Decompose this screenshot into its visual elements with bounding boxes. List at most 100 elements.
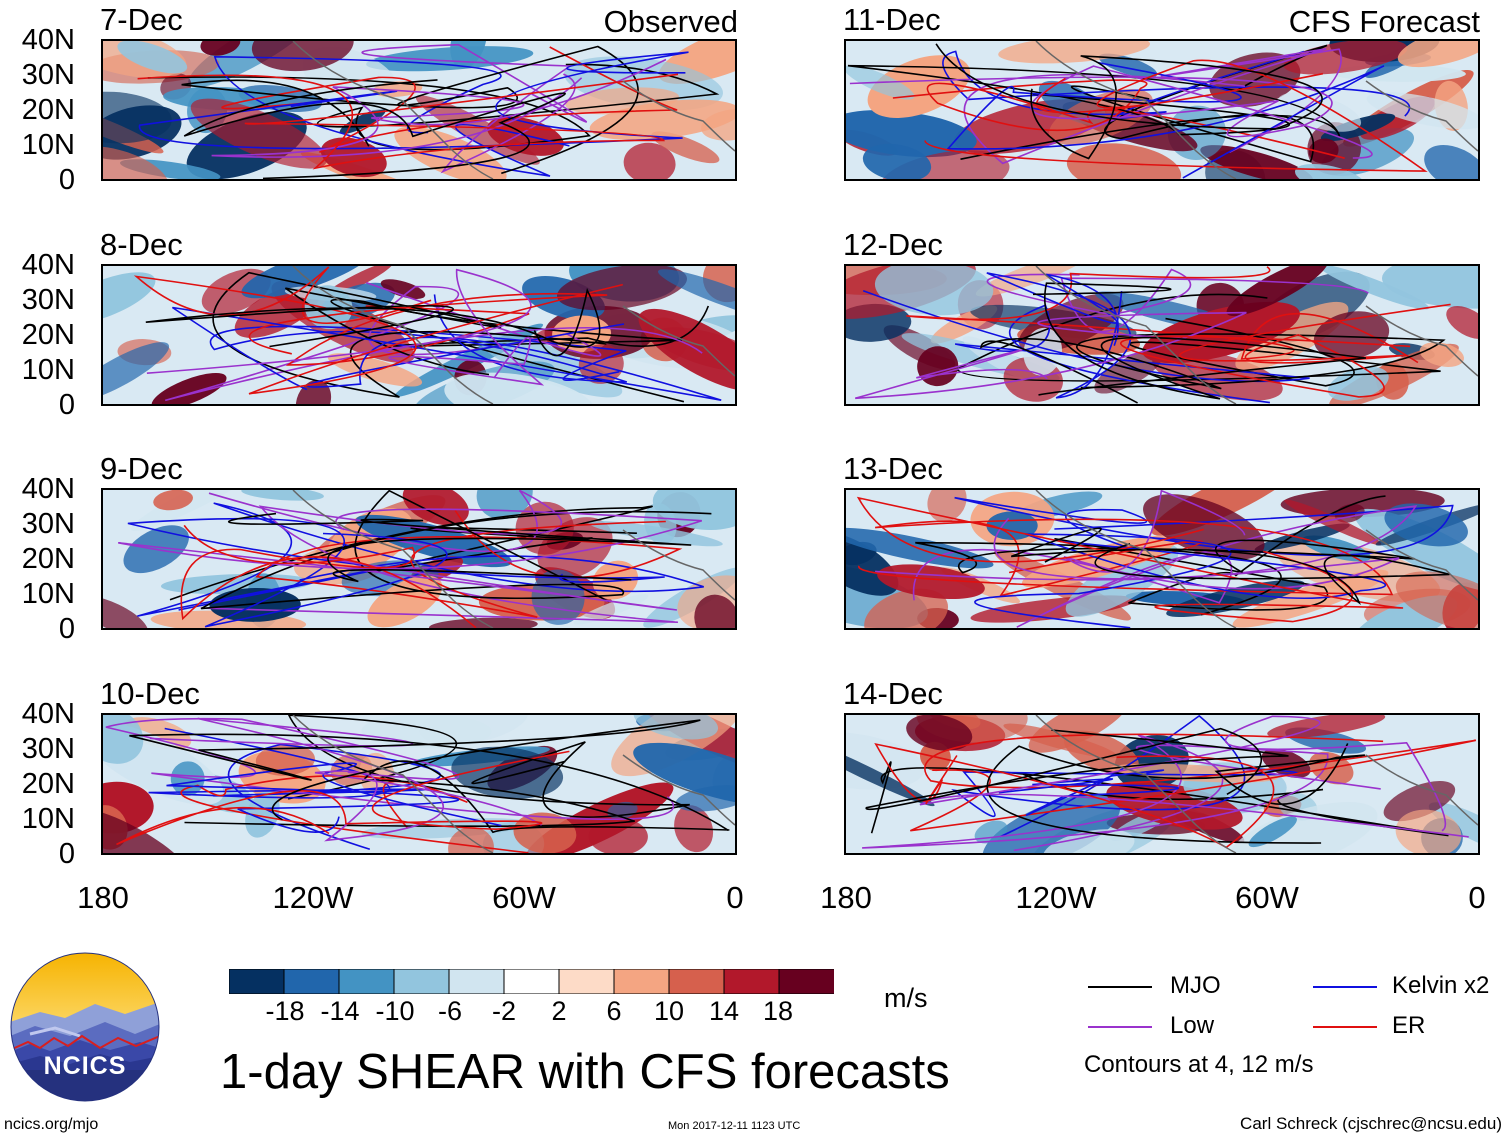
lon-tick-label: 0 (726, 880, 744, 915)
legend-line-er (1313, 1026, 1377, 1028)
lat-tick-label: 0 (58, 164, 75, 196)
panel-date-label: 11-Dec (843, 2, 941, 37)
contour-line (200, 490, 712, 610)
contour-line (986, 743, 1366, 844)
lon-tick-label: 60W (492, 880, 556, 915)
contour-line (147, 63, 720, 151)
shear-blob (1330, 64, 1466, 82)
contour-line (183, 79, 566, 179)
coastline (1035, 715, 1478, 853)
shear-blob (151, 372, 227, 404)
lat-tick-label: 20N (21, 319, 75, 351)
contour-line (862, 734, 1381, 852)
shear-field (103, 266, 735, 404)
map-panel (101, 39, 737, 181)
contour-line (248, 292, 608, 366)
legend-label-er: ER (1392, 1012, 1426, 1039)
shear-field (846, 266, 1478, 404)
contour-line (954, 496, 1454, 557)
shear-blob (1142, 301, 1300, 364)
lat-tick-label: 30N (21, 508, 75, 540)
shear-blob (1267, 715, 1386, 739)
shear-blob (448, 826, 494, 853)
colorbar-tick-label: 2 (551, 996, 567, 1026)
colorbar-swatch (393, 969, 450, 994)
shear-blob (103, 596, 148, 628)
shear-blob (633, 715, 719, 740)
panel-date-label: 7-Dec (100, 2, 183, 37)
contour-line (919, 715, 1469, 838)
shear-blob (658, 41, 735, 84)
contour-line (146, 268, 545, 386)
contour-line (287, 715, 690, 818)
legend-label-mjo: MJO (1170, 972, 1221, 999)
shear-blob (327, 353, 423, 387)
map-panel (101, 713, 737, 855)
contours-note: Contours at 4, 12 m/s (1084, 1051, 1314, 1078)
shear-blob (578, 344, 624, 384)
panel-date-label: 14-Dec (843, 676, 943, 711)
contour-line (228, 512, 692, 583)
map-panel (101, 264, 737, 406)
shear-blob (623, 142, 676, 179)
lat-tick-label: 40N (21, 24, 75, 56)
shear-field (103, 490, 735, 628)
shear-blob (450, 41, 487, 69)
shear-field (103, 715, 735, 853)
colorbar-swatch (448, 969, 505, 994)
colorbar-tick-label: -18 (265, 996, 305, 1026)
contour-line (133, 266, 623, 395)
contour-line (865, 727, 1289, 811)
shear-blob (355, 514, 512, 568)
contour-line (221, 46, 678, 153)
contour-line (145, 287, 601, 357)
shear-blob (557, 266, 687, 311)
contour-line (180, 775, 529, 853)
contour-line (211, 58, 667, 158)
shear-blob (1383, 781, 1456, 822)
shear-blob (1042, 829, 1135, 853)
legend-line-low (1088, 1026, 1152, 1028)
shear-blob (429, 617, 538, 628)
shear-blob (1277, 92, 1362, 132)
shear-blob (402, 490, 469, 526)
shear-blob (633, 742, 735, 806)
shear-blob (1395, 571, 1478, 628)
lon-tick-label: 180 (77, 880, 129, 915)
footer-url[interactable]: ncics.org/mjo (4, 1116, 99, 1133)
shear-blob (1028, 715, 1129, 753)
shear-blob (415, 95, 540, 165)
coastline (292, 490, 735, 628)
shear-blob (644, 502, 677, 545)
shear-blob (241, 490, 324, 501)
contour-line (330, 298, 710, 403)
contour-line (181, 45, 639, 175)
shear-blob (1381, 266, 1478, 309)
shear-blob (117, 41, 188, 74)
contour-line (946, 61, 1385, 179)
contour-line (116, 750, 570, 846)
shear-blob (874, 266, 994, 316)
shear-blob (304, 285, 353, 330)
shear-blob (906, 715, 973, 751)
shear-blob (864, 588, 949, 628)
contour-line (935, 43, 1323, 160)
colorbar-tick-label: -14 (320, 996, 360, 1026)
shear-blob (295, 379, 332, 404)
coastline (292, 266, 735, 404)
lat-tick-label: 0 (58, 613, 75, 645)
shear-blob (926, 715, 981, 730)
shear-field (846, 715, 1478, 853)
contour-line (184, 760, 730, 834)
shear-blob (1428, 802, 1478, 853)
legend-label-low: Low (1170, 1012, 1215, 1039)
map-panel (844, 713, 1480, 855)
lat-tick-label: 10N (21, 129, 75, 161)
shear-blob (638, 308, 735, 392)
panel-date-label: 12-Dec (843, 227, 943, 262)
panel-date-label: 8-Dec (100, 227, 183, 262)
contour-line (200, 490, 678, 624)
shear-blob (103, 715, 144, 764)
shear-blob (1064, 730, 1139, 775)
legend-label-kelvin: Kelvin x2 (1392, 972, 1490, 999)
